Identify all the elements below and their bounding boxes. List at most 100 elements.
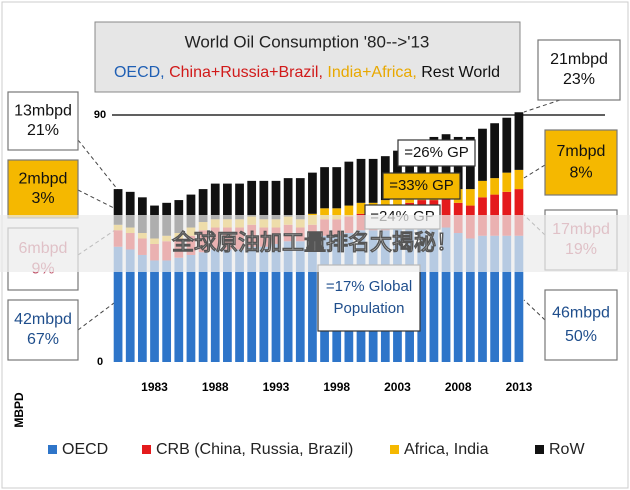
- bar-segment: [223, 183, 232, 220]
- bar-segment: [186, 194, 196, 228]
- y-tick-label: 90: [94, 109, 106, 121]
- banner-band: [0, 215, 630, 272]
- subtitle-part: India+Africa,: [327, 64, 421, 81]
- bar-segment: [125, 249, 135, 362]
- bar-segment: [368, 158, 378, 203]
- bar-segment: [490, 235, 500, 362]
- bar-segment: [198, 252, 208, 362]
- bar-segment: [453, 233, 463, 362]
- callout-box: [317, 264, 421, 332]
- bar-segment: [344, 161, 354, 206]
- legend-label: RoW: [549, 441, 585, 458]
- bar-segment: [465, 189, 475, 206]
- bar-segment: [271, 180, 281, 220]
- x-tick-label: 2003: [384, 380, 411, 394]
- bar-segment: [356, 202, 366, 214]
- bar-segment: [502, 235, 512, 362]
- banner-text: 全球原油加工量排名大揭秘！: [171, 230, 458, 256]
- bar-segment: [125, 191, 135, 228]
- bar-segment: [308, 238, 317, 362]
- x-tick-label: 2008: [445, 380, 472, 394]
- callout-text: 21mbpd: [550, 51, 608, 68]
- bar-segment: [235, 183, 244, 220]
- bar-segment: [514, 189, 524, 236]
- callout-text: 2mbpd: [19, 171, 68, 188]
- x-tick-label: 1988: [202, 380, 229, 394]
- callout-text: 46mbpd: [552, 305, 610, 322]
- subtitle: OECD, China+Russia+Brazil, India+Africa,…: [114, 64, 500, 81]
- callout-box: [7, 91, 79, 151]
- bar-segment: [465, 238, 475, 362]
- callout-text: 7mbpd: [557, 143, 606, 160]
- bar-segment: [259, 246, 269, 362]
- callout-box: [7, 159, 79, 219]
- bar-segment: [295, 241, 305, 362]
- bar-segment: [113, 189, 123, 225]
- x-tick-label: 2013: [506, 380, 533, 394]
- bar-segment: [514, 235, 524, 362]
- bar-segment: [478, 128, 487, 181]
- callout-text: =33% GP: [389, 177, 454, 194]
- callout-box: [397, 139, 476, 167]
- bar-segment: [332, 208, 342, 220]
- callout-text: 42mbpd: [14, 311, 72, 328]
- callout-box: [7, 299, 79, 361]
- bar-segment: [247, 180, 257, 217]
- bar-segment: [441, 227, 451, 362]
- subtitle-part: Rest World: [421, 64, 500, 81]
- legend-label: OECD: [62, 441, 108, 458]
- bar-segment: [478, 235, 487, 362]
- bar-segment: [502, 117, 512, 173]
- bar-segment: [320, 167, 329, 209]
- subtitle-part: OECD,: [114, 64, 169, 81]
- x-tick-label: 1993: [263, 380, 290, 394]
- callout-text: Population: [334, 300, 405, 317]
- legend-label: CRB (China, Russia, Brazil): [156, 441, 353, 458]
- legend-swatch: [535, 445, 544, 454]
- y-axis-label: MBPD: [12, 392, 26, 428]
- x-tick-label: 1983: [141, 380, 168, 394]
- callout-text: 13mbpd: [14, 103, 72, 120]
- bar-segment: [247, 246, 257, 362]
- bar-segment: [210, 249, 220, 362]
- bar-segment: [113, 246, 123, 362]
- bar-segment: [223, 249, 232, 362]
- bar-segment: [271, 243, 281, 362]
- bar-segment: [259, 180, 269, 220]
- bar-segment: [320, 208, 329, 220]
- bar-segment: [514, 169, 524, 190]
- callout-box: [382, 172, 461, 200]
- callout-box: [537, 39, 621, 101]
- callout-box: [544, 129, 618, 196]
- subtitle-part: China+Russia+Brazil,: [169, 64, 327, 81]
- bar-segment: [514, 112, 524, 170]
- bar-segment: [478, 180, 487, 198]
- bar-segment: [502, 172, 512, 192]
- callout-text: 21%: [27, 122, 59, 139]
- bar-segment: [417, 224, 427, 362]
- bar-segment: [308, 172, 317, 214]
- y-tick-label: 0: [97, 356, 103, 368]
- bar-segment: [137, 254, 147, 362]
- title-box: [94, 21, 521, 93]
- bar-segment: [162, 260, 172, 362]
- callout-box: [544, 289, 618, 361]
- bar-segment: [235, 249, 244, 362]
- callout-text: 8%: [569, 165, 592, 182]
- bar-segment: [332, 167, 342, 209]
- bar-segment: [283, 241, 293, 362]
- bar-segment: [490, 123, 500, 179]
- bar-segment: [344, 205, 354, 217]
- chart-title: World Oil Consumption '80-->'13: [185, 32, 430, 51]
- legend-swatch: [48, 445, 57, 454]
- bar-segment: [502, 191, 512, 236]
- callout-text: 23%: [563, 71, 595, 88]
- legend-label: Africa, India: [404, 441, 489, 458]
- bar-segment: [150, 260, 159, 362]
- callout-text: 50%: [565, 328, 597, 345]
- bar-segment: [441, 197, 451, 228]
- callout-text: 67%: [27, 331, 59, 348]
- callout-text: =26% GP: [404, 144, 469, 161]
- bar-segment: [186, 254, 196, 362]
